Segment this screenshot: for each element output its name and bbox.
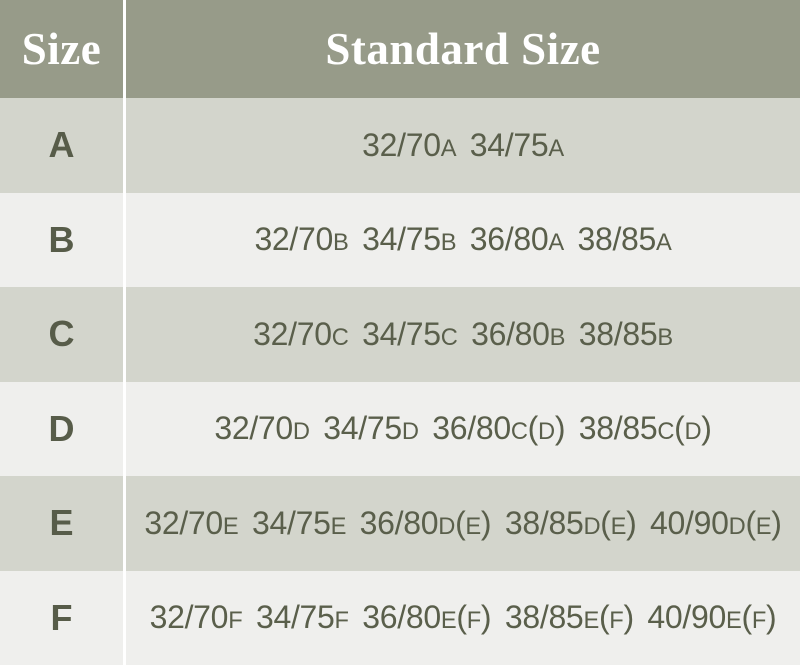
column-header-size-label: Size <box>21 24 102 74</box>
standard-size-cell: 32/70C 34/75C 36/80B 38/85B <box>126 287 800 382</box>
standard-size-cell: 32/70F 34/75F 36/80E(F) 38/85E(F) 40/90E… <box>126 571 800 665</box>
column-header-standard-size: Standard Size <box>126 0 800 98</box>
size-cell: D <box>0 381 126 476</box>
size-cell-label: A <box>48 124 75 166</box>
table-row: D 32/70D 34/75D 36/80C(D) 38/85C(D) <box>0 381 800 477</box>
size-cell-label: D <box>48 407 75 449</box>
table-row: E 32/70E 34/75E 36/80D(E) 38/85D(E) 40/9… <box>0 476 800 571</box>
size-cell: F <box>0 570 126 665</box>
size-cell: E <box>0 476 126 571</box>
size-cell-label: F <box>50 596 73 638</box>
size-cell: C <box>0 287 126 382</box>
standard-size-value: 32/70F 34/75F 36/80E(F) 38/85E(F) 40/90E… <box>149 599 777 636</box>
standard-size-value: 32/70D 34/75D 36/80C(D) 38/85C(D) <box>214 410 712 447</box>
standard-size-value: 32/70E 34/75E 36/80D(E) 38/85D(E) 40/90D… <box>144 504 782 541</box>
standard-size-cell: 32/70E 34/75E 36/80D(E) 38/85D(E) 40/90D… <box>126 476 800 571</box>
column-header-standard-size-label: Standard Size <box>325 24 601 74</box>
standard-size-value: 32/70B 34/75B 36/80A 38/85A <box>254 221 672 258</box>
column-header-size: Size <box>0 0 126 98</box>
standard-size-cell: 32/70A 34/75A <box>126 98 800 193</box>
size-cell-label: B <box>48 218 75 260</box>
table-row: C 32/70C 34/75C 36/80B 38/85B <box>0 287 800 382</box>
table-row: B 32/70B 34/75B 36/80A 38/85A <box>0 192 800 288</box>
standard-size-value: 32/70C 34/75C 36/80B 38/85B <box>253 315 673 352</box>
standard-size-value: 32/70A 34/75A <box>362 126 564 163</box>
table-row: F 32/70F 34/75F 36/80E(F) 38/85E(F) 40/9… <box>0 570 800 665</box>
standard-size-cell: 32/70B 34/75B 36/80A 38/85A <box>126 193 800 288</box>
table-row: A 32/70A 34/75A <box>0 98 800 193</box>
size-cell-label: C <box>48 313 75 355</box>
size-cell-label: E <box>49 502 74 544</box>
standard-size-cell: 32/70D 34/75D 36/80C(D) 38/85C(D) <box>126 382 800 477</box>
size-cell: A <box>0 98 126 193</box>
size-cell: B <box>0 192 126 287</box>
table-header-row: Size Standard Size <box>0 0 800 98</box>
